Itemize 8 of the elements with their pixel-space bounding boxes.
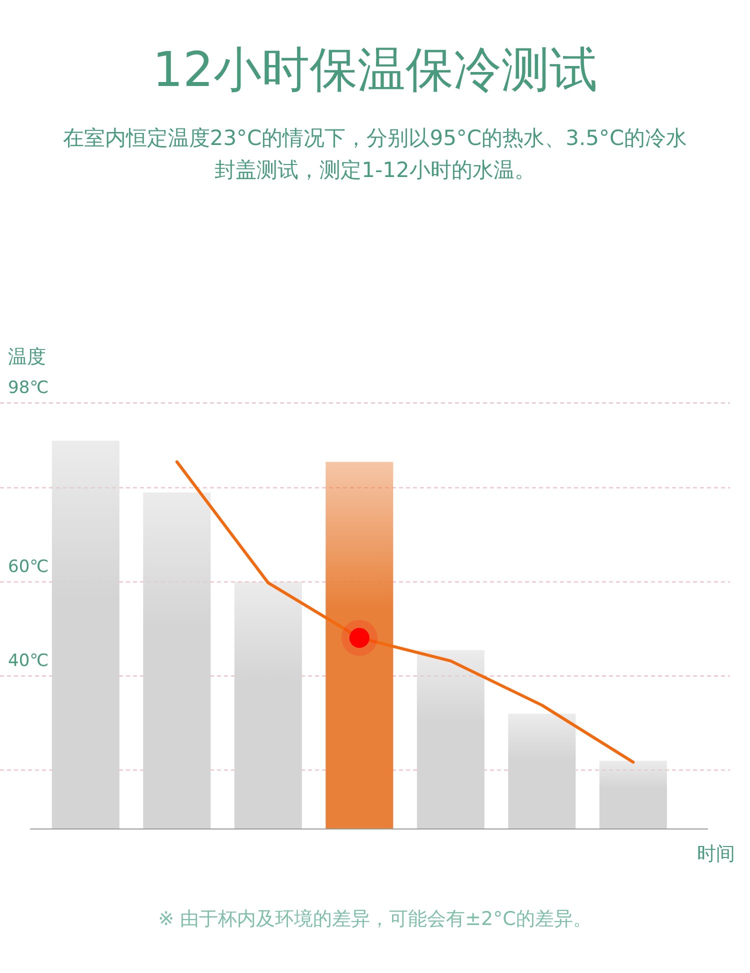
- y-tick-label: 60℃: [8, 556, 49, 577]
- chart-subtitle: 在室内恒定温度23°C的情况下，分别以95°C的热水、3.5°C的冷水封盖测试，测定1-12小时的水温。: [62, 125, 688, 184]
- y-tick-label: 40℃: [8, 651, 49, 672]
- y-tick-label: 98℃: [8, 378, 49, 398]
- x-axis-title: 时间: [697, 843, 735, 865]
- y-axis-title: 温度: [8, 346, 46, 368]
- text: ※ 由于杯内及环境的差异，可能会有±2°C的差异。: [158, 908, 592, 930]
- chart-title: 12小时保温保冷测试: [151, 41, 599, 100]
